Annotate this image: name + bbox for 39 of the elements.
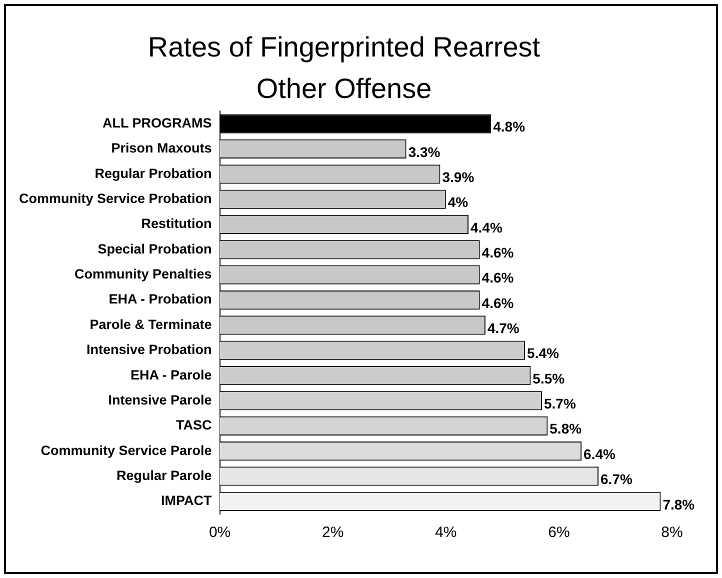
y-tick-label: EHA - Probation bbox=[108, 292, 212, 307]
y-tick-label: Prison Maxouts bbox=[111, 140, 212, 156]
data-label: 4% bbox=[448, 194, 469, 210]
y-tick-label: Intensive Probation bbox=[86, 342, 212, 358]
chart-title: Rates of Fingerprinted Rearrest bbox=[148, 32, 540, 63]
y-tick-label: ALL PROGRAMS bbox=[102, 116, 212, 131]
data-label: 5.5% bbox=[532, 370, 566, 386]
data-label: 6.4% bbox=[584, 446, 616, 462]
data-label: 5.4% bbox=[527, 345, 560, 362]
data-label: 4.6% bbox=[482, 270, 514, 286]
data-label: 4.6% bbox=[482, 244, 514, 261]
y-tick-label: Regular Parole bbox=[116, 468, 212, 483]
y-tick-label: Regular Probation bbox=[94, 166, 212, 181]
data-label: 5.7% bbox=[544, 396, 576, 412]
y-tick-label: Community Penalties bbox=[74, 266, 212, 282]
data-label: 7.8% bbox=[662, 496, 696, 512]
x-tick-label: 4% bbox=[435, 524, 457, 542]
y-tick-label: Parole & Terminate bbox=[90, 316, 212, 332]
x-tick-label: 6% bbox=[548, 524, 570, 542]
data-label: 3.3% bbox=[408, 144, 441, 160]
x-tick-label: 8% bbox=[661, 524, 683, 542]
data-label: 4.4% bbox=[470, 219, 503, 236]
y-tick-label: Special Probation bbox=[98, 241, 212, 256]
data-label: 6.7% bbox=[600, 471, 633, 488]
y-tick-label: Restitution bbox=[141, 216, 212, 232]
chart-subtitle: Other Offense bbox=[256, 73, 432, 104]
data-label: 4.8% bbox=[493, 118, 526, 135]
y-tick-label: Community Service Parole bbox=[40, 442, 212, 458]
y-tick-label: EHA - Parole bbox=[130, 367, 212, 382]
x-tick-label: 2% bbox=[322, 524, 344, 542]
x-tick-label: 0% bbox=[208, 524, 231, 542]
data-label: 4.6% bbox=[482, 294, 514, 311]
data-label: 4.7% bbox=[487, 320, 520, 336]
data-label: 5.8% bbox=[550, 420, 582, 437]
y-tick-label: Intensive Parole bbox=[108, 392, 212, 408]
y-tick-label: IMPACT bbox=[161, 493, 213, 508]
data-label: 3.9% bbox=[442, 168, 475, 185]
y-tick-label: TASC bbox=[176, 418, 212, 433]
y-tick-label: Community Service Probation bbox=[18, 191, 212, 206]
